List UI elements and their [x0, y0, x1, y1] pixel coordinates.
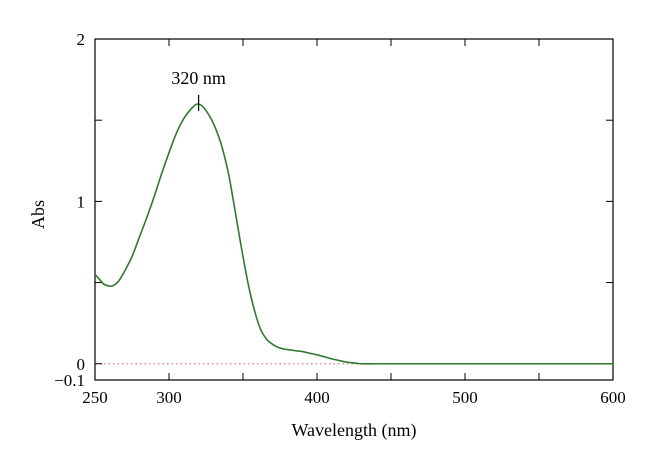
- x-tick-label: 300: [156, 388, 182, 407]
- peak-label: 320 nm: [171, 68, 226, 88]
- y-axis-ticks: −0.10 1 2: [54, 30, 613, 390]
- absorbance-series-line: [94, 103, 613, 365]
- y-tick-label: 1: [77, 192, 86, 211]
- x-tick-label: 600: [600, 388, 626, 407]
- series-layer: [94, 103, 613, 365]
- plot-frame: [94, 38, 614, 381]
- x-tick-label: 250: [82, 388, 108, 407]
- y-tick-label: 0: [77, 355, 86, 374]
- x-axis-ticks: 250 300 400 500 600: [82, 39, 626, 407]
- annotation-layer: 320 nm: [171, 68, 226, 111]
- x-tick-label: 400: [304, 388, 330, 407]
- x-tick-label: 500: [452, 388, 478, 407]
- y-tick-label: 2: [77, 30, 86, 49]
- plot-area: [94, 38, 614, 381]
- y-axis-title: Abs: [28, 200, 48, 229]
- x-axis-title: Wavelength (nm): [291, 420, 416, 441]
- y-tick-label: −0.1: [54, 371, 85, 390]
